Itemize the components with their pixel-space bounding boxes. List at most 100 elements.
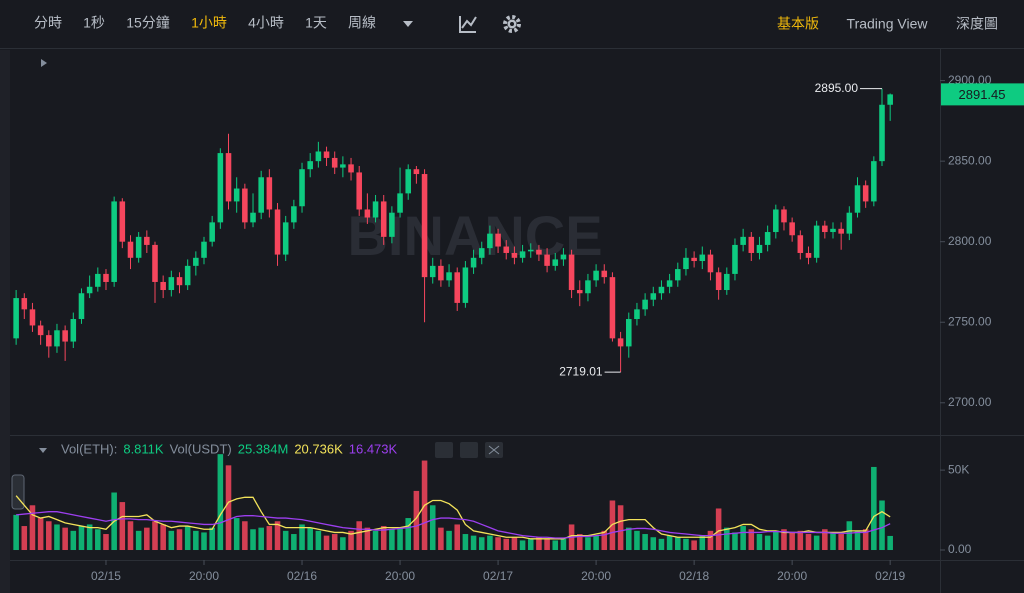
candle-body <box>405 169 411 194</box>
interval-button[interactable]: 1小時 <box>191 15 227 31</box>
candle-body <box>838 228 844 234</box>
volume-bar <box>340 537 346 551</box>
candle-body <box>217 153 224 223</box>
settings-button[interactable] <box>460 442 478 458</box>
volume-bar <box>323 535 330 551</box>
volume-bar <box>144 527 150 551</box>
candle-body <box>315 151 322 162</box>
volume-bar <box>413 490 420 551</box>
volume-bar <box>282 530 289 551</box>
volume-bar <box>707 530 714 551</box>
volume-bar <box>732 532 738 551</box>
candle-body <box>887 94 893 105</box>
volume-legend-item: 8.811K <box>123 441 164 456</box>
volume-legend-item: 16.473K <box>349 441 398 456</box>
eye-button[interactable] <box>435 442 453 458</box>
view-button[interactable]: 深度圖 <box>956 16 998 32</box>
candle-body <box>86 286 93 294</box>
volume-bar <box>250 529 256 551</box>
candle-body <box>307 161 313 170</box>
x-tick-label: 20:00 <box>581 569 611 583</box>
candle-body <box>511 252 518 258</box>
y-tick-label: 2750.00 <box>948 314 992 328</box>
candle-body <box>250 212 256 223</box>
interval-button[interactable]: 15分鐘 <box>126 15 170 31</box>
interval-button[interactable]: 1秒 <box>83 15 105 31</box>
volume-bar <box>160 524 166 551</box>
volume-bar <box>503 538 510 551</box>
volume-bar <box>617 505 624 551</box>
candle-body <box>323 151 330 158</box>
volume-bar <box>135 530 142 551</box>
volume-bar <box>748 529 755 551</box>
indicator-icon[interactable] <box>459 16 477 33</box>
candle-body <box>291 206 297 223</box>
candle-body <box>470 257 477 268</box>
candle-body <box>462 267 469 303</box>
candle-body <box>160 281 166 291</box>
panel-handle[interactable] <box>11 474 25 510</box>
volume-bar <box>625 527 632 551</box>
interval-button[interactable]: 分時 <box>34 15 62 31</box>
candle-body <box>54 330 60 347</box>
candle-body <box>201 241 207 258</box>
volume-bar <box>62 527 68 551</box>
volume-bar <box>86 524 93 551</box>
candle-body <box>429 265 436 278</box>
volume-bar <box>54 524 60 551</box>
interval-button[interactable]: 1天 <box>305 15 327 31</box>
view-button[interactable]: Trading View <box>847 16 929 32</box>
volume-ma-line <box>15 495 891 540</box>
collapse-icon[interactable] <box>41 59 47 67</box>
legend-toggle[interactable] <box>39 448 47 453</box>
candle-body <box>356 172 362 210</box>
volume-bar <box>773 530 779 551</box>
volume-bar <box>356 521 362 551</box>
volume-bar <box>805 534 812 551</box>
candle-body <box>274 209 281 255</box>
volume-bar <box>854 530 861 551</box>
interval-button[interactable]: 4小時 <box>248 15 284 31</box>
volume-bar <box>797 530 804 551</box>
candle-body <box>764 232 771 245</box>
x-tick-label: 02/19 <box>875 569 905 583</box>
volume-bar <box>405 518 411 551</box>
candle-body <box>748 236 755 253</box>
volume-ma-line <box>16 511 891 539</box>
volume-bar <box>233 518 240 551</box>
candle-body <box>95 273 101 287</box>
volume-bar <box>274 521 281 551</box>
volume-bar <box>585 537 591 551</box>
interval-button[interactable]: 周線 <box>348 15 376 31</box>
dropdown-icon[interactable] <box>403 21 413 27</box>
settings-icon[interactable] <box>503 15 521 33</box>
volume-bar <box>527 538 534 551</box>
candle-body <box>625 319 632 347</box>
candle-body <box>62 330 68 342</box>
candle-body <box>642 299 648 310</box>
candle-body <box>413 169 420 175</box>
volume-bar <box>813 535 820 551</box>
candle-body <box>135 236 142 258</box>
volume-bar <box>601 530 608 551</box>
volume-bar <box>78 526 85 551</box>
view-button[interactable]: 基本版 <box>777 16 819 32</box>
candle-body <box>822 225 828 233</box>
candle-body <box>209 222 215 242</box>
volume-bar <box>764 535 771 551</box>
candle-body <box>421 174 428 278</box>
volume-bar <box>462 534 469 551</box>
candle-body <box>331 157 338 168</box>
candle-body <box>732 244 738 274</box>
y2-tick-label: 50K <box>948 462 969 476</box>
candle-body <box>266 177 273 210</box>
candle-body <box>560 254 567 260</box>
candle-body <box>46 335 52 347</box>
volume-bar <box>364 527 371 551</box>
candle-body <box>576 290 583 294</box>
candle-body <box>478 248 485 258</box>
volume-bar <box>642 534 648 551</box>
candle-body <box>258 177 264 213</box>
volume-bar <box>429 505 436 551</box>
